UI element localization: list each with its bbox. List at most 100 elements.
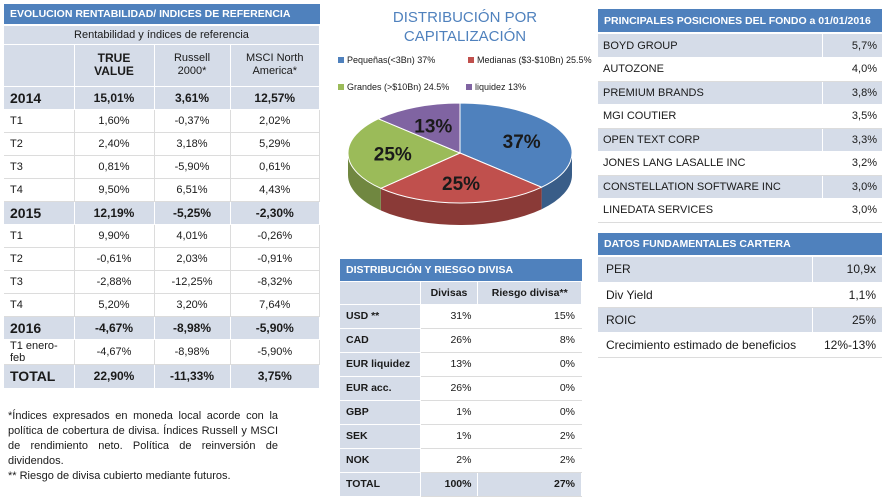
currency-table: Divisas Riesgo divisa** USD ** 31% 15% CAD 2… — [340, 282, 582, 497]
row-label: T3 — [4, 155, 75, 179]
quarter-row: T3 0,81% -5,90% 0,61% — [4, 155, 320, 179]
position-name: PREMIUM BRANDS — [598, 81, 822, 105]
position-name: JONES LANG LASALLE INC — [598, 151, 822, 176]
position-weight: 3,2% — [821, 151, 882, 176]
positions-header: PRINCIPALES POSICIONES DEL FONDO a 01/01… — [598, 9, 882, 32]
legend-swatch — [468, 57, 474, 63]
total-row: TOTAL 22,90% -11,33% 3,75% — [4, 364, 320, 389]
row-label: TOTAL — [4, 364, 75, 389]
currency-value: 15% — [477, 304, 582, 329]
legend-swatch — [338, 57, 344, 63]
position-row: MGI COUTIER 3,5% — [598, 104, 882, 129]
row-label: 2014 — [4, 86, 75, 110]
currency-value: 0% — [477, 376, 582, 401]
row-value: 2,03% — [154, 247, 231, 271]
currency-label: EUR liquidez — [340, 352, 421, 377]
position-name: OPEN TEXT CORP — [598, 128, 822, 152]
row-value: -5,25% — [154, 201, 231, 225]
positions-table: BOYD GROUP 5,7% AUTOZONE 4,0% PREMIUM BRANDS… — [598, 34, 882, 223]
position-name: MGI COUTIER — [598, 104, 822, 129]
fundamental-value: 12%-13% — [811, 332, 882, 358]
row-value: 3,20% — [154, 293, 231, 317]
fundamental-value: 10,9x — [811, 257, 882, 283]
row-label: T1 enero-feb — [4, 339, 75, 365]
fundamental-name: PER — [598, 257, 812, 283]
legend-item-mid-caps: Medianas ($3-$10Bn) 25.5% — [468, 55, 592, 65]
currency-row: CAD 26% 8% — [340, 328, 582, 353]
currency-total-row: TOTAL 100% 27% — [340, 472, 582, 497]
row-label: 2015 — [4, 201, 75, 225]
currency-label: TOTAL — [340, 472, 421, 497]
legend-swatch — [338, 84, 344, 90]
fundamental-row: Crecimiento estimado de beneficios 12%-13… — [598, 332, 882, 358]
column-riesgo-divisa: Riesgo divisa** — [477, 282, 582, 305]
currency-row: SEK 1% 2% — [340, 424, 582, 449]
legend-item-cash: liquidez 13% — [466, 82, 526, 92]
currency-value: 26% — [420, 328, 479, 353]
row-value: 12,57% — [230, 86, 320, 110]
position-weight: 3,5% — [821, 104, 882, 129]
row-value: 5,29% — [230, 132, 320, 156]
fundamental-name: Crecimiento estimado de beneficios — [598, 332, 812, 358]
row-value: 9,50% — [74, 178, 155, 202]
currency-label: GBP — [340, 400, 421, 425]
row-value: -0,61% — [74, 247, 155, 271]
quarter-row: T1 enero-feb -4,67% -8,98% -5,90% — [4, 339, 320, 365]
fundamentals-header: DATOS FUNDAMENTALES CARTERA — [598, 233, 882, 255]
currency-header: DISTRIBUCIÓN Y RIESGO DIVISA — [340, 259, 582, 281]
position-weight: 3,8% — [821, 81, 882, 105]
quarter-row: T2 -0,61% 2,03% -0,91% — [4, 247, 320, 271]
currency-value: 2% — [477, 448, 582, 473]
pie-slice-0 — [459, 102, 573, 188]
currency-label: CAD — [340, 328, 421, 353]
position-weight: 3,0% — [821, 175, 882, 199]
currency-label: EUR acc. — [340, 376, 421, 401]
row-value: 2,02% — [230, 109, 320, 133]
position-weight: 4,0% — [821, 57, 882, 82]
row-value: 7,64% — [230, 293, 320, 317]
position-row: PREMIUM BRANDS 3,8% — [598, 81, 882, 105]
row-value: -4,67% — [74, 339, 155, 365]
currency-value: 2% — [420, 448, 479, 473]
fundamental-value: 1,1% — [811, 282, 882, 308]
position-name: LINEDATA SERVICES — [598, 198, 822, 223]
currency-row: NOK 2% 2% — [340, 448, 582, 473]
footnote-currency-risk: ** Riesgo de divisa cubierto mediante fu… — [8, 470, 231, 482]
returns-table: Rentabilidad y índices de referencia TRU… — [4, 26, 320, 389]
currency-value: 26% — [420, 376, 479, 401]
currency-value: 0% — [477, 400, 582, 425]
row-value: 5,20% — [74, 293, 155, 317]
pie-data-label-0: 37% — [503, 132, 541, 153]
returns-subheader: Rentabilidad y índices de referencia — [4, 26, 320, 45]
footnote-indices: *Índices expresados en moneda local acor… — [8, 410, 278, 467]
currency-value: 1% — [420, 424, 479, 449]
row-value: -11,33% — [154, 364, 231, 389]
position-weight: 3,0% — [821, 198, 882, 223]
row-value: 0,61% — [230, 155, 320, 179]
pie-slice-1 — [379, 152, 543, 204]
row-value: -8,32% — [230, 270, 320, 294]
row-label: T4 — [4, 178, 75, 202]
row-value: 1,60% — [74, 109, 155, 133]
row-value: -8,98% — [154, 339, 231, 365]
row-label: T3 — [4, 270, 75, 294]
returns-header: EVOLUCION RENTABILIDAD/ INDICES DE REFER… — [4, 4, 320, 24]
pie-side-0 — [541, 153, 572, 210]
row-value: 2,40% — [74, 132, 155, 156]
row-value: 22,90% — [74, 364, 155, 389]
currency-value: 31% — [420, 304, 479, 329]
fundamental-row: PER 10,9x — [598, 257, 882, 283]
row-value: 12,19% — [74, 201, 155, 225]
position-row: LINEDATA SERVICES 3,0% — [598, 198, 882, 223]
chart-title: DISTRIBUCIÓN POR CAPITALIZACIÓN — [392, 9, 538, 45]
position-name: CONSTELLATION SOFTWARE INC — [598, 175, 822, 199]
row-value: -4,67% — [74, 316, 155, 340]
row-value: -8,98% — [154, 316, 231, 340]
row-value: 4,01% — [154, 224, 231, 248]
row-label: T2 — [4, 132, 75, 156]
row-value: -2,88% — [74, 270, 155, 294]
row-value: -0,37% — [154, 109, 231, 133]
currency-row: GBP 1% 0% — [340, 400, 582, 425]
quarter-row: T4 9,50% 6,51% 4,43% — [4, 178, 320, 202]
row-value: -0,26% — [230, 224, 320, 248]
